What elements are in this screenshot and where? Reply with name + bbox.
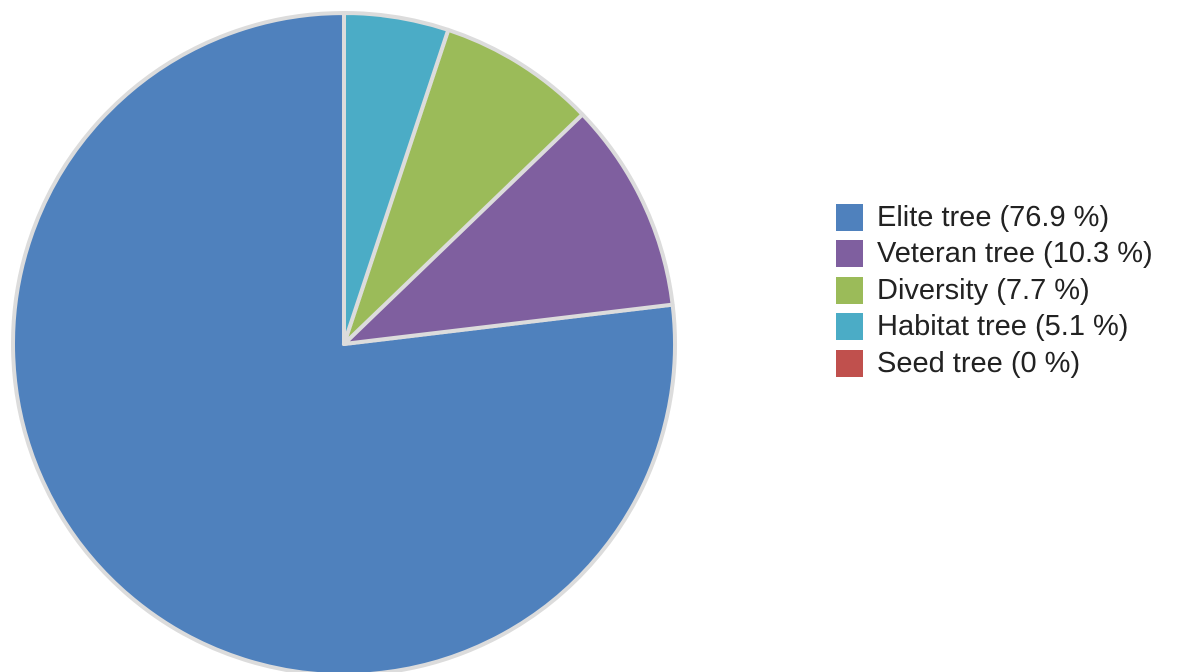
legend-label: Veteran tree (10.3 %) (877, 237, 1153, 269)
legend-item-veteran-tree: Veteran tree (10.3 %) (836, 233, 1153, 275)
legend-swatch (836, 203, 863, 231)
legend-item-diversity: Diversity (7.7 %) (836, 269, 1153, 311)
pie-slice-habitat-tree (342, 11, 451, 346)
legend-label: Seed tree (0 %) (877, 346, 1081, 379)
legend-swatch (836, 276, 863, 304)
legend-item-habitat-tree: Habitat tree (5.1 %) (836, 306, 1153, 348)
pie-slice-veteran-tree (342, 112, 675, 346)
legend-swatch (836, 240, 863, 267)
legend: Elite tree (76.9 %) Veteran tree (10.3 %)… (836, 196, 1153, 379)
legend-label: Elite tree (76.9 %) (877, 200, 1110, 233)
legend-item-elite-tree: Elite tree (76.9 %) (836, 196, 1153, 238)
legend-label: Diversity (7.7 %) (877, 273, 1090, 306)
pie-slices (11, 11, 677, 672)
legend-swatch (836, 313, 863, 340)
pie-slice-elite-tree (11, 11, 677, 672)
legend-label: Habitat tree (5.1 %) (877, 310, 1129, 342)
legend-item-seed-tree: Seed tree (0 %) (836, 342, 1153, 384)
pie-slice-diversity (342, 27, 585, 346)
legend-swatch (836, 349, 863, 377)
